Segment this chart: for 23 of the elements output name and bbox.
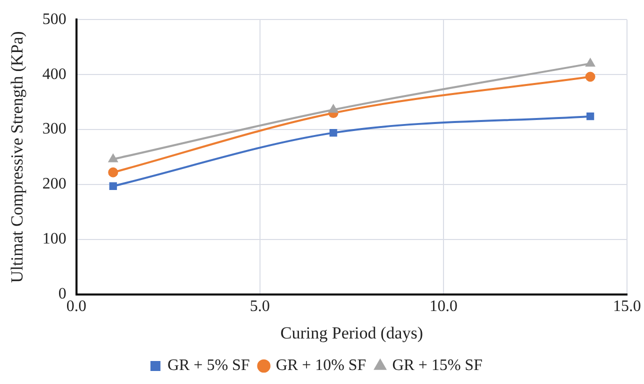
legend-label: GR + 10% SF [276, 357, 366, 374]
point [586, 58, 595, 67]
legend-label: GR + 5% SF [167, 357, 250, 374]
legend-label: GR + 15% SF [392, 357, 483, 374]
y-tick-label: 0 [58, 286, 66, 303]
x-tick-label: 10.0 [429, 298, 458, 316]
point [109, 182, 117, 190]
y-tick-label: 100 [42, 230, 66, 248]
x-axis-title: Curing Period (days) [280, 323, 423, 342]
y-tick-label: 200 [42, 176, 66, 193]
point [586, 112, 594, 120]
point [108, 167, 118, 178]
y-tick-label: 500 [42, 10, 66, 28]
y-tick-label: 300 [42, 120, 66, 138]
x-tick-label: 15.0 [613, 298, 641, 316]
point [330, 128, 338, 137]
y-tick-label: 400 [42, 66, 66, 83]
point [585, 72, 596, 82]
point [328, 104, 338, 113]
x-tick-label: 5.0 [250, 298, 270, 316]
x-tick-label: 0.0 [66, 298, 86, 316]
point [108, 154, 118, 162]
y-axis-title: Ultimat Compressive Strength (KPa) [8, 31, 27, 283]
